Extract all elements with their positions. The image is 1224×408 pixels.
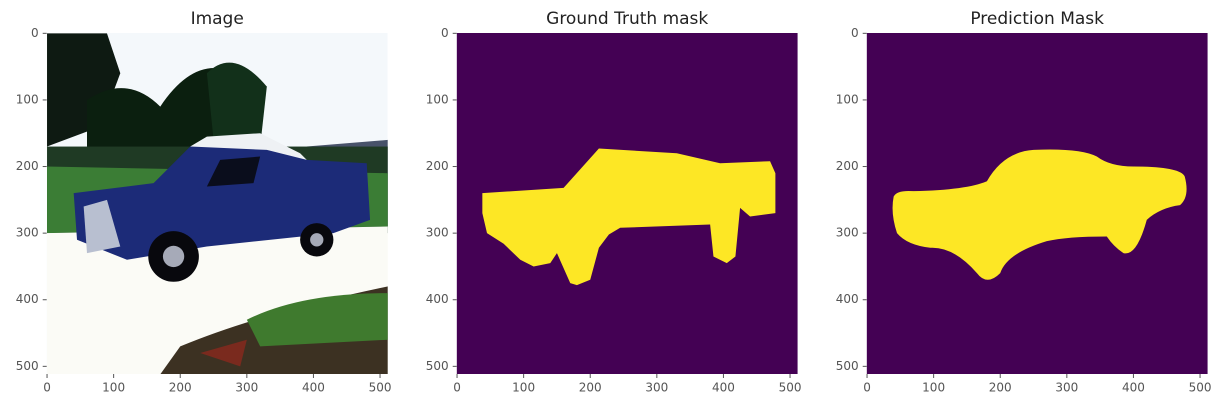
panel-title: Image [191, 9, 244, 29]
x-tick-label: 0 [43, 381, 51, 395]
y-tick-label: 400 [426, 292, 449, 306]
x-tick-label: 500 [779, 381, 802, 395]
x-tick-label: 300 [1055, 381, 1078, 395]
y-tick-label: 200 [836, 159, 859, 173]
y-tick-label: 400 [836, 292, 859, 306]
y-tick-label: 200 [16, 159, 39, 173]
x-tick-label: 200 [579, 381, 602, 395]
x-tick-label: 400 [302, 381, 325, 395]
x-tick-label: 100 [102, 381, 125, 395]
photo-image [46, 33, 388, 374]
y-tick-label: 500 [426, 359, 449, 373]
x-tick-label: 400 [712, 381, 735, 395]
y-tick-label: 500 [16, 359, 39, 373]
x-tick-label: 500 [1189, 381, 1212, 395]
y-tick-label: 0 [31, 26, 39, 40]
x-tick-label: 400 [1122, 381, 1145, 395]
ground-truth-mask-image [456, 33, 798, 374]
panel-title: Prediction Mask [970, 9, 1104, 29]
y-tick-label: 300 [426, 226, 449, 240]
x-tick-label: 0 [453, 381, 461, 395]
x-tick-label: 300 [645, 381, 668, 395]
y-tick-label: 300 [16, 226, 39, 240]
x-tick-label: 200 [169, 381, 192, 395]
x-tick-label: 100 [922, 381, 945, 395]
y-tick-label: 100 [16, 92, 39, 106]
y-tick-label: 500 [836, 359, 859, 373]
y-tick-label: 400 [16, 292, 39, 306]
y-tick-label: 0 [851, 26, 859, 40]
y-tick-label: 300 [836, 226, 859, 240]
x-tick-label: 0 [863, 381, 871, 395]
x-tick-label: 100 [512, 381, 535, 395]
x-tick-label: 200 [989, 381, 1012, 395]
y-tick-label: 0 [441, 26, 449, 40]
x-tick-label: 500 [369, 381, 392, 395]
panel-title: Ground Truth mask [546, 9, 708, 29]
y-tick-label: 100 [426, 92, 449, 106]
y-tick-label: 200 [426, 159, 449, 173]
prediction-mask-image [866, 33, 1208, 374]
y-tick-label: 100 [836, 92, 859, 106]
x-tick-label: 300 [235, 381, 258, 395]
